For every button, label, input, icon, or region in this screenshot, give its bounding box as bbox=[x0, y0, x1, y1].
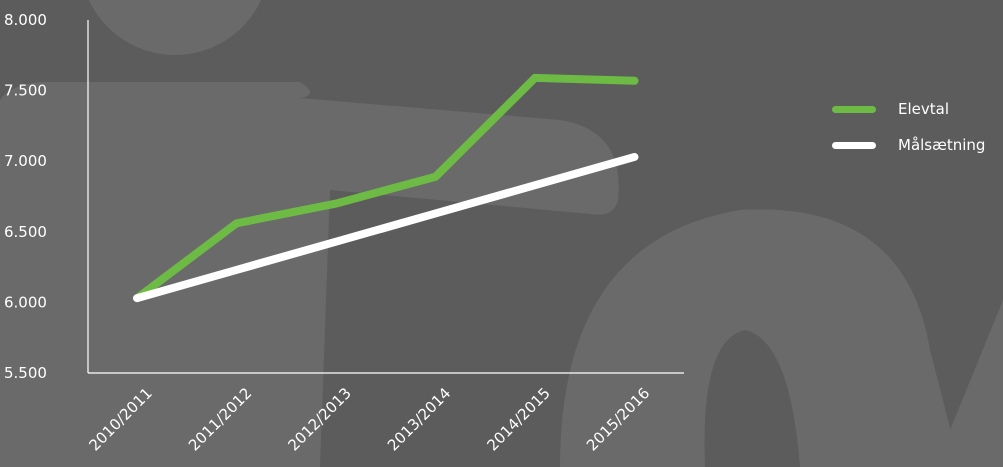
watermark-circle bbox=[88, 0, 262, 55]
legend-item-elevtal: Elevtal bbox=[832, 98, 985, 120]
watermark-slash bbox=[935, 300, 1003, 467]
series-line-malsaetning bbox=[133, 152, 639, 303]
y-tick-label: 6.000 bbox=[4, 293, 47, 311]
y-tick-label: 5.500 bbox=[4, 364, 47, 382]
y-axis-ticks: 5.500 6.000 6.500 7.000 7.500 8.000 bbox=[4, 11, 47, 382]
axes bbox=[87, 20, 684, 374]
x-tick-label: 2013/2014 bbox=[384, 384, 454, 454]
legend-swatch-elevtal bbox=[832, 105, 876, 113]
legend-label-elevtal: Elevtal bbox=[898, 100, 949, 118]
watermark-letter-i bbox=[0, 82, 619, 467]
y-tick-label: 7.500 bbox=[4, 82, 47, 100]
watermark-zero bbox=[560, 209, 960, 467]
y-tick-label: 8.000 bbox=[4, 11, 47, 29]
series-line-elevtal bbox=[133, 73, 639, 303]
series-lines bbox=[133, 73, 639, 303]
y-tick-label: 6.500 bbox=[4, 223, 47, 241]
legend: Elevtal Målsætning bbox=[832, 98, 985, 170]
legend-item-malsaetning: Målsætning bbox=[832, 134, 985, 156]
legend-swatch-malsaetning bbox=[832, 141, 876, 149]
legend-label-malsaetning: Målsætning bbox=[898, 136, 986, 154]
x-tick-label: 2014/2015 bbox=[484, 384, 554, 454]
y-tick-label: 7.000 bbox=[4, 152, 47, 170]
